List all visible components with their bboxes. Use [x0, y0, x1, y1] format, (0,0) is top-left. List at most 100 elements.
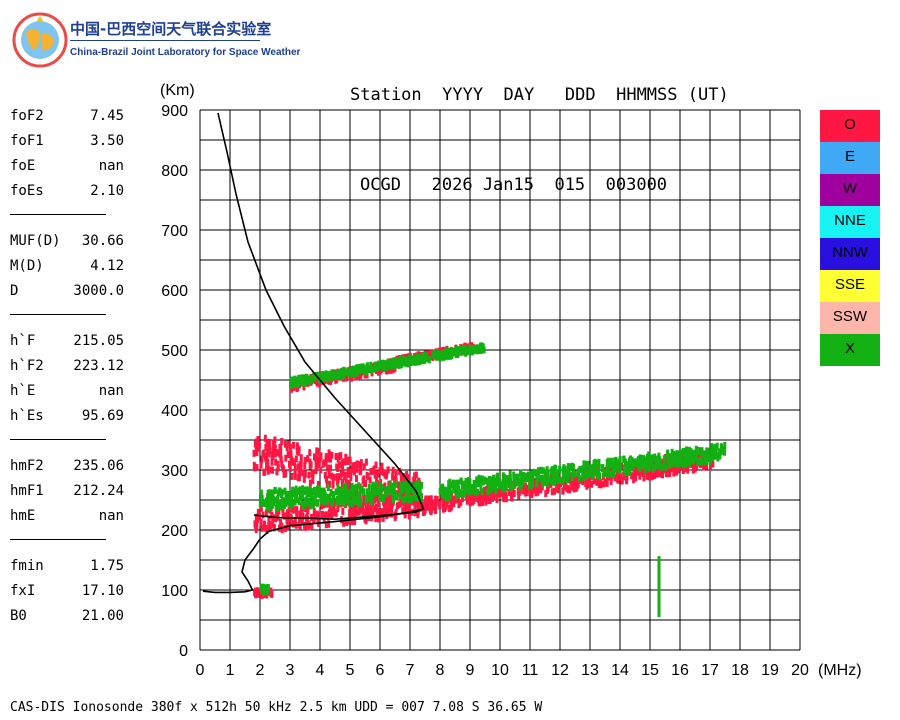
echo-point: [605, 479, 609, 487]
echo-point: [398, 467, 402, 475]
echo-point: [447, 493, 451, 501]
echo-point: [614, 456, 618, 464]
echo-point: [374, 515, 378, 523]
echo-point: [267, 523, 271, 531]
echo-point: [450, 481, 454, 489]
echo-point: [469, 483, 473, 491]
echo-point: [689, 448, 693, 456]
echo-point: [326, 520, 330, 528]
echo-point: [346, 470, 350, 478]
echo-point: [572, 483, 576, 491]
x-tick-label: 8: [436, 662, 445, 679]
echo-point: [388, 480, 392, 488]
x-tick-label: 7: [406, 662, 415, 679]
echo-point: [523, 474, 527, 482]
echo-point: [308, 479, 312, 487]
echo-point: [354, 508, 358, 516]
echo-point: [616, 465, 620, 473]
echo-point: [434, 495, 438, 503]
echo-point: [319, 466, 323, 474]
echo-point: [441, 504, 445, 512]
echo-point: [505, 476, 509, 484]
echo-point: [634, 474, 638, 482]
echo-point: [424, 495, 428, 503]
echo-point: [269, 492, 273, 500]
echo-point: [306, 507, 310, 515]
echo-point: [305, 378, 309, 386]
echo-point: [715, 442, 719, 450]
param-value: 223.12: [73, 358, 124, 374]
echo-point: [379, 465, 383, 473]
echo-point: [423, 355, 427, 363]
echo-point: [611, 470, 615, 478]
echo-point: [360, 365, 364, 373]
echo-point: [606, 457, 610, 465]
echo-point: [298, 518, 302, 526]
echo-point: [681, 466, 685, 474]
legend-item-e: E: [820, 142, 880, 174]
echo-point: [581, 478, 585, 486]
y-tick-label: 400: [161, 403, 188, 420]
echo-point: [435, 350, 439, 358]
echo-point: [293, 467, 297, 475]
echo-point: [298, 493, 302, 501]
param-value: 1.75: [90, 558, 124, 574]
echo-point: [311, 476, 315, 484]
echo-point: [332, 493, 336, 501]
echo-point: [270, 520, 274, 528]
echo-point: [401, 481, 405, 489]
echo-point: [397, 501, 401, 509]
echo-point: [394, 491, 398, 499]
echo-point: [651, 463, 655, 471]
echo-point: [333, 373, 337, 381]
echo-point: [390, 507, 394, 515]
echo-point: [262, 585, 266, 593]
echo-point: [310, 470, 314, 478]
echo-point: [359, 371, 363, 379]
echo-point: [287, 499, 291, 507]
echo-point: [593, 469, 597, 477]
echo-point: [374, 503, 378, 511]
echo-point: [259, 519, 263, 527]
echo-point: [577, 467, 581, 475]
echo-point: [263, 468, 267, 476]
echo-point: [537, 468, 541, 476]
echo-point: [596, 472, 600, 480]
echo-point: [412, 479, 416, 487]
echo-point: [479, 493, 483, 501]
echo-point: [271, 453, 275, 461]
echo-point: [488, 497, 492, 505]
echo-point: [416, 487, 420, 495]
param-key: h`Es: [10, 408, 44, 424]
echo-point: [638, 457, 642, 465]
echo-point: [267, 443, 271, 451]
echo-point: [440, 490, 444, 498]
series-x: [258, 342, 727, 618]
echo-point: [452, 500, 456, 508]
echo-point: [339, 452, 343, 460]
echo-point: [562, 473, 566, 481]
echo-point: [303, 487, 307, 495]
echo-point: [475, 478, 479, 486]
echo-point: [475, 488, 479, 496]
echo-point: [291, 520, 295, 528]
echo-point: [519, 469, 523, 477]
echo-point: [263, 434, 267, 442]
echo-point: [320, 502, 324, 510]
echo-point: [697, 448, 701, 456]
echo-point: [348, 456, 352, 464]
echo-point: [652, 460, 656, 468]
echo-point: [589, 464, 593, 472]
echo-point: [570, 483, 574, 491]
param-row: B0 21.00: [10, 608, 130, 633]
echo-point: [708, 457, 712, 465]
echo-point: [280, 438, 284, 446]
echo-point: [494, 487, 498, 495]
echo-point: [470, 346, 474, 354]
echo-point: [267, 491, 271, 499]
echo-point: [284, 454, 288, 462]
echo-point: [579, 465, 583, 473]
echo-point: [259, 504, 263, 512]
echo-point: [276, 460, 280, 468]
param-row: fxI 17.10: [10, 583, 130, 608]
